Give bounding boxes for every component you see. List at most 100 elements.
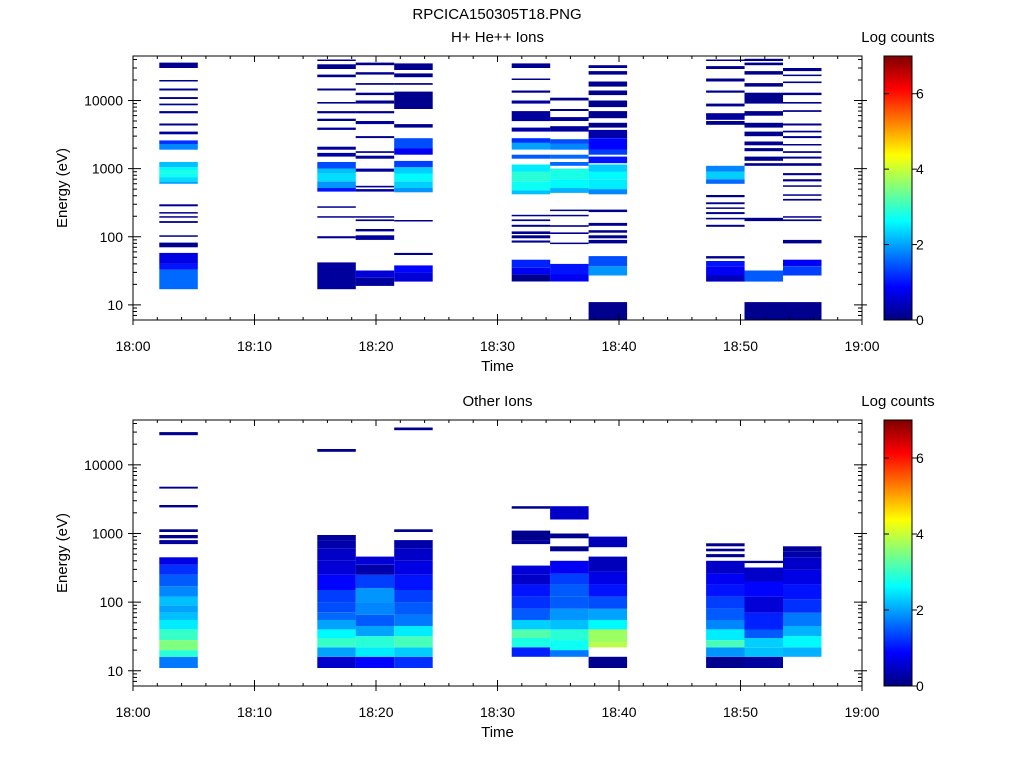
- heatmap-cell-c4-r6: [511, 224, 551, 227]
- heatmap-cell-c8-r6: [744, 141, 783, 146]
- heatmap-cell-c0-r4: [159, 235, 198, 237]
- heatmap-cell-c0-r16: [159, 486, 198, 489]
- heatmap-cell-c1-r4: [317, 188, 356, 192]
- heatmap-cell-c6-r4: [588, 608, 628, 620]
- heatmap-cell-c7-r15: [706, 103, 745, 107]
- x-axis-label: Time: [481, 358, 514, 375]
- heatmap-cell-c7-r1: [706, 267, 745, 276]
- y-tick-label: 1000: [92, 161, 123, 177]
- heatmap-cell-c1-r16: [317, 74, 356, 78]
- heatmap-cell-c9-r3: [783, 612, 822, 626]
- heatmap-cell-c6-r10: [588, 171, 628, 180]
- heatmap-cell-c4-r10: [511, 181, 551, 191]
- panel-1: 18:00 18:10 18:20 18:30 18:40 18:50 19:00 10 100…: [54, 29, 935, 375]
- heatmap-cell-c7-r6: [706, 212, 745, 215]
- heatmap-cell-c6-r21: [588, 71, 628, 75]
- heatmap-cell-c6-r7: [588, 209, 628, 213]
- heatmap-cell-c9-r22: [783, 74, 822, 77]
- heatmap-cell-c9-r2: [783, 625, 822, 637]
- figure-title: RPCICA150305T18.PNG: [412, 6, 581, 23]
- heatmap-cell-c6-r11: [588, 164, 628, 172]
- heatmap-cell-c1-r18: [317, 59, 356, 61]
- heatmap-cell-c7-r7: [706, 207, 745, 209]
- heatmap-cell-c6-r17: [588, 111, 628, 119]
- x-tick-label: 18:40: [601, 338, 636, 354]
- heatmap-cell-c2-r4: [355, 219, 395, 222]
- x-tick-label: 18:10: [237, 338, 272, 354]
- heatmap-cell-c0-r0: [159, 269, 198, 290]
- heatmap-cell-c6-r12: [588, 156, 628, 164]
- heatmap-cell-c8-r3: [744, 629, 783, 638]
- heatmap-cell-c6-r9: [588, 536, 628, 548]
- colorbar-tick-label: 2: [916, 602, 924, 618]
- heatmap-cell-c0-r7: [159, 212, 198, 214]
- heatmap-cell-c9-r14: [783, 144, 822, 146]
- heatmap-cell-c3-r9: [394, 548, 433, 561]
- heatmap-cell-c2-r4: [355, 615, 395, 626]
- heatmap-cell-c6-r7: [588, 571, 628, 585]
- y-tick-label: 10000: [84, 457, 123, 473]
- heatmap-cell-c3-r9: [394, 148, 433, 155]
- heatmap-cell-c6-r19: [588, 90, 628, 96]
- heatmap-cell-c1-r2: [317, 216, 356, 218]
- heatmap-cell-c8-r2: [744, 638, 783, 648]
- panel-title: Other Ions: [462, 393, 532, 410]
- heatmap-cell-c7-r8: [706, 202, 745, 205]
- heatmap-cell-c4-r2: [511, 259, 551, 268]
- heatmap-cell-c4-r9: [511, 190, 551, 195]
- heatmap-cell-c6-r8: [588, 189, 628, 195]
- heatmap-cell-c0-r11: [159, 557, 198, 565]
- heatmap-cell-c0-r12: [159, 170, 198, 174]
- heatmap-cell-c3-r2: [394, 636, 433, 648]
- heatmap-cell-c3-r0: [394, 656, 433, 668]
- heatmap-cell-c1-r3: [317, 206, 356, 208]
- x-tick-label: 18:00: [115, 338, 150, 354]
- heatmap-cell-c6-r3: [588, 239, 628, 244]
- heatmap-cell-c9-r21: [783, 81, 822, 84]
- heatmap-cell-c6-r18: [588, 100, 628, 108]
- heatmap-cell-c7-r3: [706, 629, 745, 640]
- heatmap-cell-c7-r11: [706, 548, 745, 552]
- colorbar-tick-label: 6: [916, 86, 924, 102]
- heatmap-cell-c2-r16: [355, 83, 395, 85]
- heatmap-cell-c9-r19: [783, 102, 822, 104]
- heatmap-cell-c1-r8: [317, 574, 356, 590]
- heatmap-cell-c6-r2: [588, 629, 628, 643]
- heatmap-cell-c6-r15: [588, 129, 628, 139]
- heatmap-cell-c7-r17: [706, 78, 745, 82]
- heatmap-cell-c5-r7: [550, 573, 589, 585]
- heatmap-cell-c3-r7: [394, 167, 433, 174]
- heatmap-cell-c4-r11: [511, 506, 551, 509]
- heatmap-cell-c7-r12: [706, 543, 745, 547]
- heatmap-cell-c0-r3: [159, 242, 198, 248]
- heatmap-cell-c8-r1: [744, 647, 783, 657]
- heatmap-cell-c2-r2: [355, 636, 395, 648]
- heatmap-cell-c0-r2: [159, 252, 198, 264]
- heatmap-cell-c4-r3: [511, 240, 551, 243]
- x-tick-label: 18:50: [723, 704, 758, 720]
- heatmap-cell-c8-r7: [744, 131, 783, 137]
- heatmap-cell-c0-r5: [159, 612, 198, 620]
- heatmap-cell-c4-r0: [511, 274, 551, 282]
- heatmap-cell-c9-r12: [783, 156, 822, 159]
- heatmap-cell-c0-r16: [159, 140, 198, 144]
- heatmap-cell-c7-r0: [706, 275, 745, 282]
- heatmap-cell-c7-r4: [706, 224, 745, 227]
- heatmap-cell-c4-r5: [511, 231, 551, 234]
- heatmap-cell-c0-r14: [159, 162, 198, 168]
- colorbar-tick-label: 0: [916, 312, 924, 328]
- heatmap-cell-c5-r9: [550, 546, 589, 552]
- heatmap-cell-c4-r8: [511, 565, 551, 575]
- heatmap-cell-c3-r15: [394, 63, 433, 70]
- heatmap-cell-c0-r2: [159, 640, 198, 651]
- heatmap-cell-c9-r20: [783, 92, 822, 96]
- heatmap-cell-c9-r1: [783, 266, 822, 276]
- heatmap-cell-c2-r1: [355, 647, 395, 657]
- heatmap-cell-c5-r4: [550, 608, 589, 620]
- heatmap-cell-c4-r9: [511, 540, 551, 545]
- heatmap-cell-c8-r3: [744, 163, 783, 166]
- heatmap-cell-c2-r18: [355, 62, 395, 66]
- heatmap-cell-c3-r12: [394, 91, 433, 109]
- heatmap-cell-c1-r6: [317, 602, 356, 613]
- heatmap-cell-c3-r6: [394, 590, 433, 603]
